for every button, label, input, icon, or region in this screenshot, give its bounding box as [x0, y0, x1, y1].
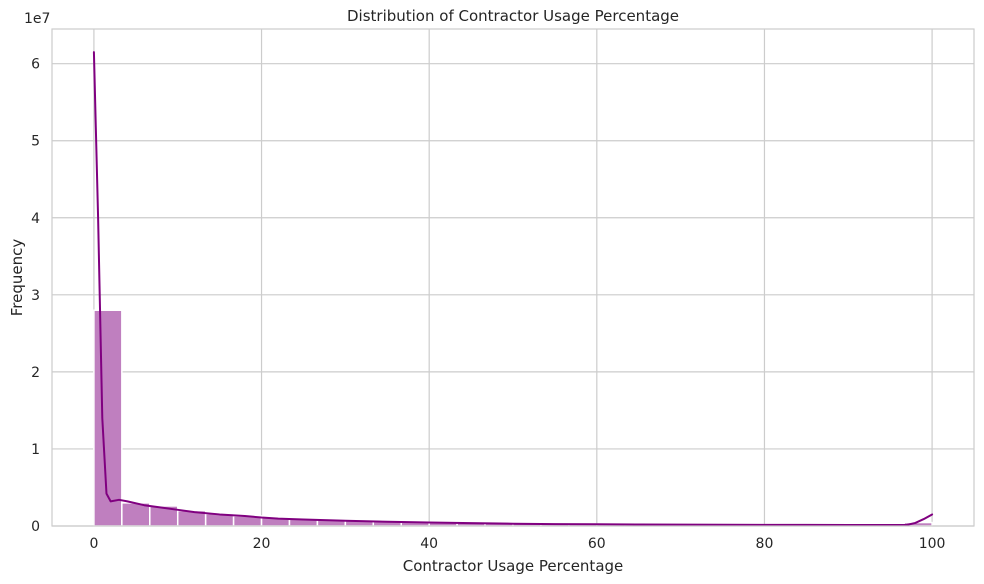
y-tick-labels: 0 1 2 3 4 5 6 — [31, 57, 40, 535]
kde-curve — [92, 51, 934, 526]
x-tick-label: 0 — [89, 536, 98, 552]
kde-curve-layer — [92, 51, 934, 526]
plot-frame — [51, 28, 975, 527]
grid-lines — [52, 29, 974, 527]
x-tick-label: 20 — [253, 536, 271, 552]
y-axis-title: Frequency — [8, 239, 26, 317]
y-tick-label: 2 — [31, 365, 40, 381]
x-tick-label: 40 — [420, 536, 438, 552]
y-tick-label: 0 — [31, 519, 40, 535]
x-tick-label: 60 — [588, 536, 606, 552]
y-offset-label: 1e7 — [24, 11, 50, 27]
y-tick-label: 1 — [31, 442, 40, 458]
x-axis-title: Contractor Usage Percentage — [403, 557, 624, 575]
x-tick-labels: 0 20 40 60 80 100 — [89, 536, 945, 552]
x-tick-label: 100 — [919, 536, 946, 552]
y-tick-label: 6 — [31, 57, 40, 73]
chart-title: Distribution of Contractor Usage Percent… — [347, 7, 679, 25]
x-tick-label: 80 — [756, 536, 774, 552]
y-tick-label: 3 — [31, 288, 40, 304]
y-tick-label: 5 — [31, 134, 40, 150]
histogram-bar — [93, 309, 123, 527]
y-tick-label: 4 — [31, 211, 40, 227]
histogram-bars — [93, 309, 933, 527]
